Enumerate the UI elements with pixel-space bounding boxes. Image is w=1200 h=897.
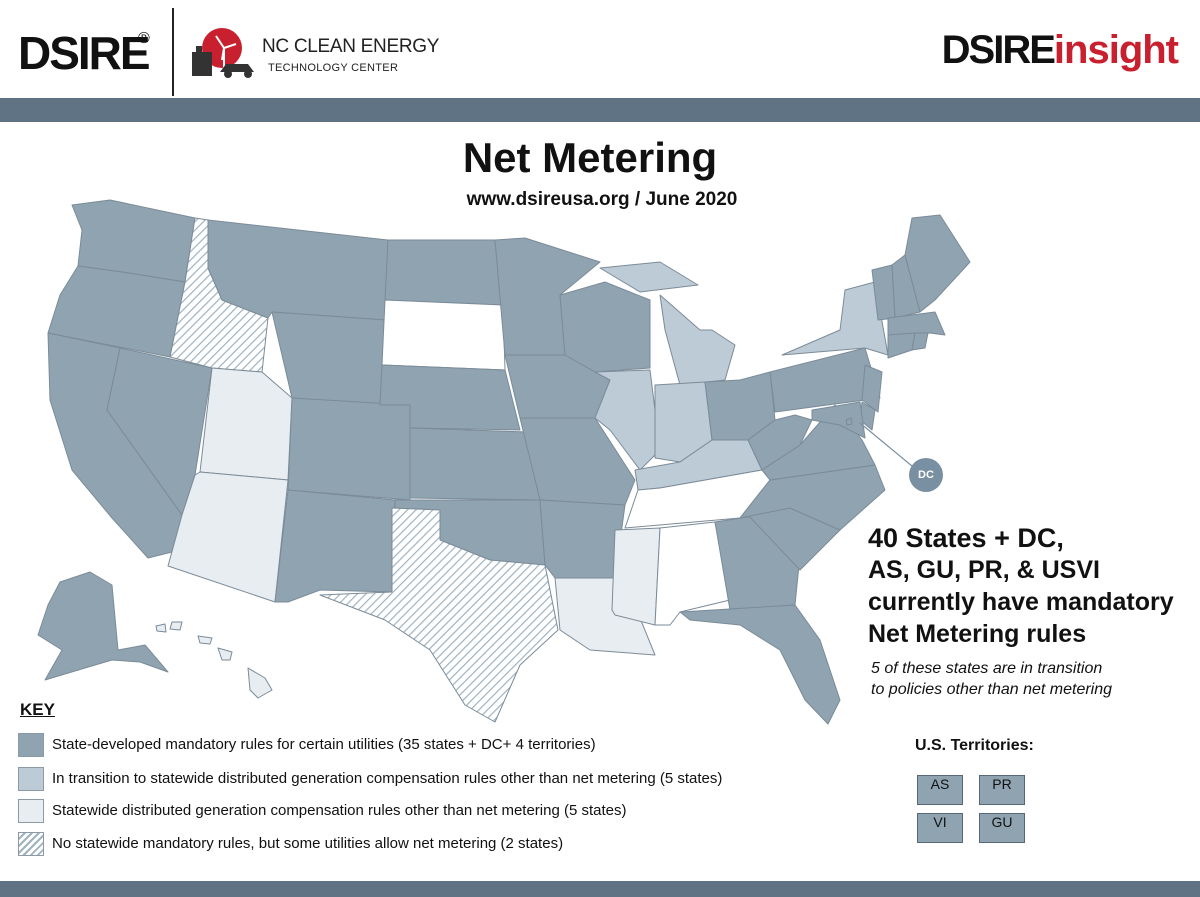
territory-pr: PR: [979, 775, 1025, 805]
summary-line2: AS, GU, PR, & USVI: [868, 556, 1100, 584]
key-label-mandatory: State-developed mandatory rules for cert…: [52, 736, 596, 753]
state-RI: [911, 332, 929, 351]
ncce-logo-line1[interactable]: NC CLEAN ENERGY: [262, 36, 440, 57]
dsire-insight-logo[interactable]: DSIREinsight: [941, 28, 1179, 73]
state-MS: [611, 527, 661, 626]
ncce-logo-line2[interactable]: TECHNOLOGY CENTER: [268, 62, 399, 74]
nc-clean-energy-logo-icon[interactable]: [190, 26, 258, 78]
summary-line1: 40 States + DC,: [868, 523, 1064, 553]
state-NJ: [861, 364, 883, 413]
state-AR: [539, 499, 626, 579]
state-NM: [274, 489, 396, 603]
state-MI: [599, 261, 736, 386]
summary-text: 40 States + DC, AS, GU, PR, & USVI curre…: [868, 522, 1198, 650]
state-KS: [409, 427, 541, 501]
state-ND: [384, 239, 504, 306]
transition-note: 5 of these states are in transition to p…: [871, 658, 1191, 700]
insight-logo-insight: insight: [1053, 28, 1179, 72]
insight-logo-dsire: DSIRE: [941, 28, 1056, 72]
key-label-other-compensation: Statewide distributed generation compens…: [52, 802, 627, 819]
state-WI: [559, 281, 651, 373]
bottom-bar: [0, 881, 1200, 897]
dsire-logo[interactable]: DSIRE: [18, 27, 151, 79]
states-group: [37, 199, 971, 725]
map-subtitle: www.dsireusa.org / June 2020: [466, 189, 738, 210]
territory-gu: GU: [979, 813, 1025, 843]
state-SD: [381, 299, 506, 371]
state-DC: [845, 417, 853, 426]
territory-vi: VI: [917, 813, 963, 843]
summary-line3: currently have mandatory: [868, 588, 1174, 616]
dc-callout-badge: DC: [909, 458, 943, 492]
state-AK: [37, 571, 169, 681]
state-WY: [271, 311, 386, 406]
state-CT: [887, 332, 916, 359]
territory-as: AS: [917, 775, 963, 805]
state-MA: [887, 311, 946, 336]
state-UT: [199, 367, 293, 481]
state-MO: [519, 417, 636, 506]
state-MT: [207, 219, 389, 321]
state-HI: [155, 621, 273, 699]
state-MD: [811, 401, 866, 439]
note-line1: 5 of these states are in transition: [871, 660, 1103, 677]
state-NY: [781, 281, 889, 356]
key-label-no-statewide: No statewide mandatory rules, but some u…: [52, 835, 564, 852]
map-title: Net Metering: [462, 134, 718, 181]
state-ME: [904, 214, 971, 313]
key-swatch-other-compensation: [18, 799, 44, 823]
header-divider: [172, 8, 174, 96]
state-CO: [287, 397, 411, 501]
top-bar: [0, 98, 1200, 122]
state-FL: [679, 604, 841, 725]
territories-title: U.S. Territories:: [915, 737, 1034, 754]
state-TX: [319, 507, 559, 723]
key-swatch-no-statewide: [18, 832, 44, 856]
registered-mark: ®: [138, 30, 150, 47]
state-IL: [594, 369, 661, 471]
note-line2: to policies other than net metering: [871, 681, 1113, 698]
header: DSIRE ® NC CLEAN ENERGY TECHNOLOGY CENTE…: [0, 0, 1200, 98]
summary-line4: Net Metering rules: [868, 620, 1087, 648]
key-title: KEY: [20, 700, 55, 719]
key-swatch-mandatory: [18, 733, 44, 757]
key-label-transition: In transition to statewide distributed g…: [52, 770, 723, 787]
state-PA: [769, 347, 881, 413]
dc-callout-line: [859, 422, 913, 467]
key-swatch-transition: [18, 767, 44, 791]
